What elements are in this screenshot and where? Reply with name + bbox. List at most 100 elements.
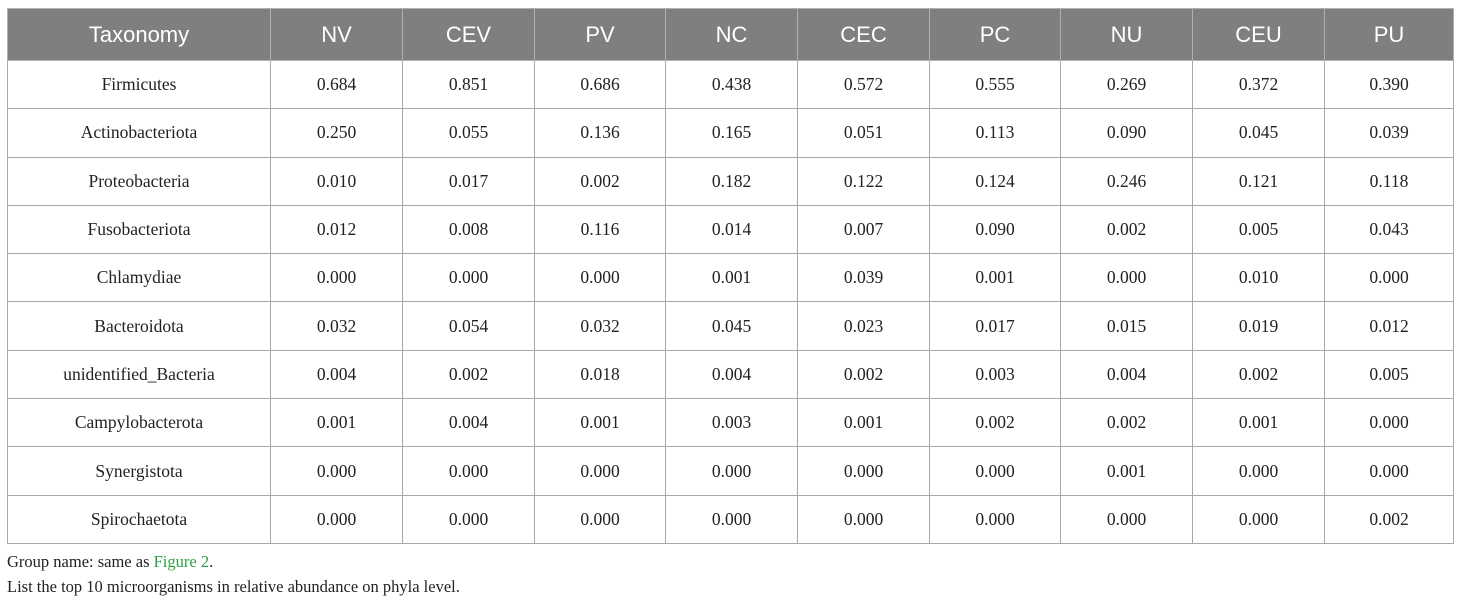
value-cell: 0.000 xyxy=(1060,494,1193,544)
value-cell: 0.113 xyxy=(929,108,1061,158)
value-cell: 0.000 xyxy=(665,446,798,496)
value-cell: 0.019 xyxy=(1192,301,1325,351)
header-cell: PV xyxy=(534,8,666,61)
value-cell: 0.000 xyxy=(402,253,535,303)
taxon-cell: Proteobacteria xyxy=(7,156,271,206)
value-cell: 0.012 xyxy=(270,204,403,255)
value-cell: 0.003 xyxy=(665,398,798,448)
table-row: Synergistota 0.000 0.000 0.000 0.000 0.000 0.0… xyxy=(7,446,1454,496)
value-cell: 0.000 xyxy=(929,446,1061,496)
value-cell: 0.004 xyxy=(270,349,403,400)
value-cell: 0.182 xyxy=(665,156,798,206)
value-cell: 0.002 xyxy=(797,349,930,400)
value-cell: 0.010 xyxy=(270,156,403,206)
value-cell: 0.000 xyxy=(665,494,798,544)
abundance-table: Taxonomy NV CEV PV NC CEC PC NU CEU PU Firmicutes… xyxy=(7,8,1454,544)
taxon-cell: unidentified_Bacteria xyxy=(7,349,271,400)
value-cell: 0.014 xyxy=(665,204,798,255)
value-cell: 0.000 xyxy=(534,253,666,303)
header-cell: CEV xyxy=(402,8,535,61)
value-cell: 0.002 xyxy=(929,398,1061,448)
value-cell: 0.017 xyxy=(929,301,1061,351)
value-cell: 0.039 xyxy=(797,253,930,303)
value-cell: 0.121 xyxy=(1192,156,1325,206)
value-cell: 0.000 xyxy=(797,494,930,544)
value-cell: 0.001 xyxy=(797,398,930,448)
value-cell: 0.045 xyxy=(665,301,798,351)
value-cell: 0.000 xyxy=(1060,253,1193,303)
value-cell: 0.002 xyxy=(402,349,535,400)
value-cell: 0.005 xyxy=(1324,349,1454,400)
value-cell: 0.004 xyxy=(1060,349,1193,400)
value-cell: 0.555 xyxy=(929,59,1061,110)
value-cell: 0.090 xyxy=(929,204,1061,255)
value-cell: 0.124 xyxy=(929,156,1061,206)
value-cell: 0.000 xyxy=(797,446,930,496)
value-cell: 0.372 xyxy=(1192,59,1325,110)
table-container: Taxonomy NV CEV PV NC CEC PC NU CEU PU Firmicutes… xyxy=(7,8,1454,544)
taxon-cell: Actinobacteriota xyxy=(7,108,271,158)
value-cell: 0.000 xyxy=(534,494,666,544)
header-cell: NU xyxy=(1060,8,1193,61)
value-cell: 0.012 xyxy=(1324,301,1454,351)
value-cell: 0.000 xyxy=(1192,446,1325,496)
value-cell: 0.010 xyxy=(1192,253,1325,303)
value-cell: 0.000 xyxy=(270,446,403,496)
footnote-text: . xyxy=(209,552,214,571)
value-cell: 0.003 xyxy=(929,349,1061,400)
table-row: Chlamydiae 0.000 0.000 0.000 0.001 0.039 0.001… xyxy=(7,253,1454,303)
value-cell: 0.055 xyxy=(402,108,535,158)
header-cell: Taxonomy xyxy=(7,8,271,61)
table-row: Fusobacteriota 0.012 0.008 0.116 0.014 0.007 0… xyxy=(7,204,1454,255)
value-cell: 0.004 xyxy=(665,349,798,400)
table-row: Firmicutes 0.684 0.851 0.686 0.438 0.572 0.555… xyxy=(7,59,1454,110)
value-cell: 0.002 xyxy=(1192,349,1325,400)
footnote: List the top 10 microorganisms in relati… xyxy=(7,575,460,600)
value-cell: 0.001 xyxy=(1192,398,1325,448)
value-cell: 0.018 xyxy=(534,349,666,400)
footnote-text: List the top 10 microorganisms in relati… xyxy=(7,576,460,596)
table-row: Bacteroidota 0.032 0.054 0.032 0.045 0.023 0.0… xyxy=(7,301,1454,351)
value-cell: 0.136 xyxy=(534,108,666,158)
value-cell: 0.001 xyxy=(929,253,1061,303)
footnote: Group name: same as Figure 2. xyxy=(7,550,460,575)
table-body: Firmicutes 0.684 0.851 0.686 0.438 0.572 0.555… xyxy=(7,59,1454,544)
header-cell: CEC xyxy=(797,8,930,61)
value-cell: 0.017 xyxy=(402,156,535,206)
table-row: unidentified_Bacteria 0.004 0.002 0.018 0.00… xyxy=(7,349,1454,400)
taxon-cell: Synergistota xyxy=(7,446,271,496)
value-cell: 0.054 xyxy=(402,301,535,351)
value-cell: 0.000 xyxy=(270,494,403,544)
value-cell: 0.390 xyxy=(1324,59,1454,110)
value-cell: 0.023 xyxy=(797,301,930,351)
value-cell: 0.165 xyxy=(665,108,798,158)
value-cell: 0.004 xyxy=(402,398,535,448)
value-cell: 0.015 xyxy=(1060,301,1193,351)
value-cell: 0.002 xyxy=(1324,494,1454,544)
taxon-cell: Spirochaetota xyxy=(7,494,271,544)
taxon-cell: Bacteroidota xyxy=(7,301,271,351)
figure-link[interactable]: Figure 2 xyxy=(153,552,210,571)
value-cell: 0.045 xyxy=(1192,108,1325,158)
header-cell: NC xyxy=(665,8,798,61)
value-cell: 0.851 xyxy=(402,59,535,110)
value-cell: 0.122 xyxy=(797,156,930,206)
header-cell: CEU xyxy=(1192,8,1325,61)
value-cell: 0.116 xyxy=(534,204,666,255)
value-cell: 0.000 xyxy=(534,446,666,496)
value-cell: 0.438 xyxy=(665,59,798,110)
taxon-cell: Firmicutes xyxy=(7,59,271,110)
value-cell: 0.269 xyxy=(1060,59,1193,110)
value-cell: 0.250 xyxy=(270,108,403,158)
value-cell: 0.002 xyxy=(1060,398,1193,448)
value-cell: 0.007 xyxy=(797,204,930,255)
value-cell: 0.246 xyxy=(1060,156,1193,206)
value-cell: 0.001 xyxy=(1060,446,1193,496)
table-row: Actinobacteriota 0.250 0.055 0.136 0.165 0.05… xyxy=(7,108,1454,158)
value-cell: 0.000 xyxy=(402,446,535,496)
value-cell: 0.001 xyxy=(270,398,403,448)
taxon-cell: Fusobacteriota xyxy=(7,204,271,255)
value-cell: 0.039 xyxy=(1324,108,1454,158)
value-cell: 0.002 xyxy=(1060,204,1193,255)
